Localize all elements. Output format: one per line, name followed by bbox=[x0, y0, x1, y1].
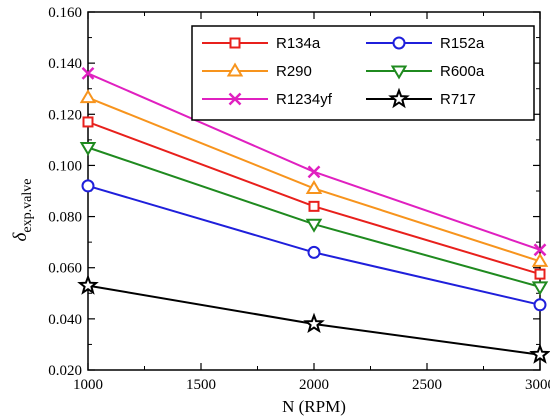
y-tick-label: 0.120 bbox=[48, 107, 82, 123]
series-line bbox=[87, 96, 541, 263]
marker-x-stroke bbox=[81, 66, 95, 80]
y-axis-title-sub: exp.valve bbox=[20, 179, 35, 233]
y-axis-title: δexp.valve bbox=[10, 179, 35, 242]
y-tick-label: 0.140 bbox=[48, 56, 82, 72]
data-point bbox=[305, 179, 323, 194]
data-point bbox=[82, 116, 94, 128]
data-point bbox=[531, 281, 549, 296]
legend-item: R600a bbox=[366, 63, 485, 80]
y-tick-label: 0.160 bbox=[48, 5, 82, 21]
legend-item: R1234yf bbox=[202, 91, 333, 108]
y-tick-label: 0.080 bbox=[48, 210, 82, 226]
legend-label: R134a bbox=[276, 35, 321, 52]
data-point bbox=[79, 89, 97, 104]
data-point bbox=[307, 165, 321, 179]
series-r717 bbox=[77, 274, 550, 364]
legend-label: R290 bbox=[276, 63, 312, 80]
series-line bbox=[87, 146, 541, 288]
legend-label: R600a bbox=[440, 63, 485, 80]
data-point bbox=[531, 252, 549, 267]
legend-item: R717 bbox=[366, 87, 476, 109]
data-point bbox=[308, 200, 320, 212]
legend-label: R717 bbox=[440, 91, 476, 108]
series-r1234yf bbox=[81, 66, 547, 257]
legend-marker bbox=[392, 36, 406, 50]
y-tick-label: 0.060 bbox=[48, 261, 82, 277]
x-axis-title: N (RPM) bbox=[282, 397, 346, 416]
marker-x-stroke bbox=[307, 165, 321, 179]
data-point bbox=[79, 142, 97, 156]
data-point bbox=[305, 218, 323, 233]
x-tick-label: 1000 bbox=[73, 377, 103, 393]
legend-label: R1234yf bbox=[276, 91, 333, 108]
legend-item: R152a bbox=[366, 35, 485, 52]
legend-box bbox=[191, 25, 535, 121]
series-layer bbox=[77, 66, 550, 364]
series-r290 bbox=[79, 89, 549, 267]
legend-marker bbox=[226, 62, 244, 77]
legend: R134a R152a R290 R600a R1234yf R717 bbox=[191, 25, 535, 121]
y-tick-label: 0.020 bbox=[48, 363, 82, 379]
data-point bbox=[533, 243, 547, 257]
legend-item: R290 bbox=[202, 62, 312, 80]
legend-label: R152a bbox=[440, 35, 485, 52]
data-point bbox=[303, 312, 325, 334]
series-r600a bbox=[79, 142, 549, 296]
legend-marker bbox=[390, 65, 408, 80]
legend-marker bbox=[229, 37, 241, 49]
data-point bbox=[534, 268, 546, 280]
y-tick-label: 0.040 bbox=[48, 312, 82, 328]
marker-x-stroke bbox=[228, 92, 242, 106]
x-tick-label: 2500 bbox=[412, 377, 442, 393]
legend-marker bbox=[228, 92, 242, 106]
data-point bbox=[77, 274, 99, 295]
data-point bbox=[81, 179, 95, 193]
data-point bbox=[307, 245, 321, 259]
legend-marker bbox=[388, 87, 410, 109]
marker-x-stroke bbox=[533, 243, 547, 257]
y-axis-title-main: δ bbox=[10, 231, 31, 241]
legend-item: R134a bbox=[202, 35, 321, 52]
x-tick-label: 2000 bbox=[299, 377, 329, 393]
data-point bbox=[529, 343, 550, 364]
data-point bbox=[81, 66, 95, 80]
series-r152a bbox=[81, 179, 547, 312]
y-tick-label: 0.100 bbox=[48, 158, 82, 174]
x-tick-label: 1500 bbox=[186, 377, 216, 393]
data-point bbox=[533, 298, 547, 312]
series-r134a bbox=[82, 116, 546, 280]
